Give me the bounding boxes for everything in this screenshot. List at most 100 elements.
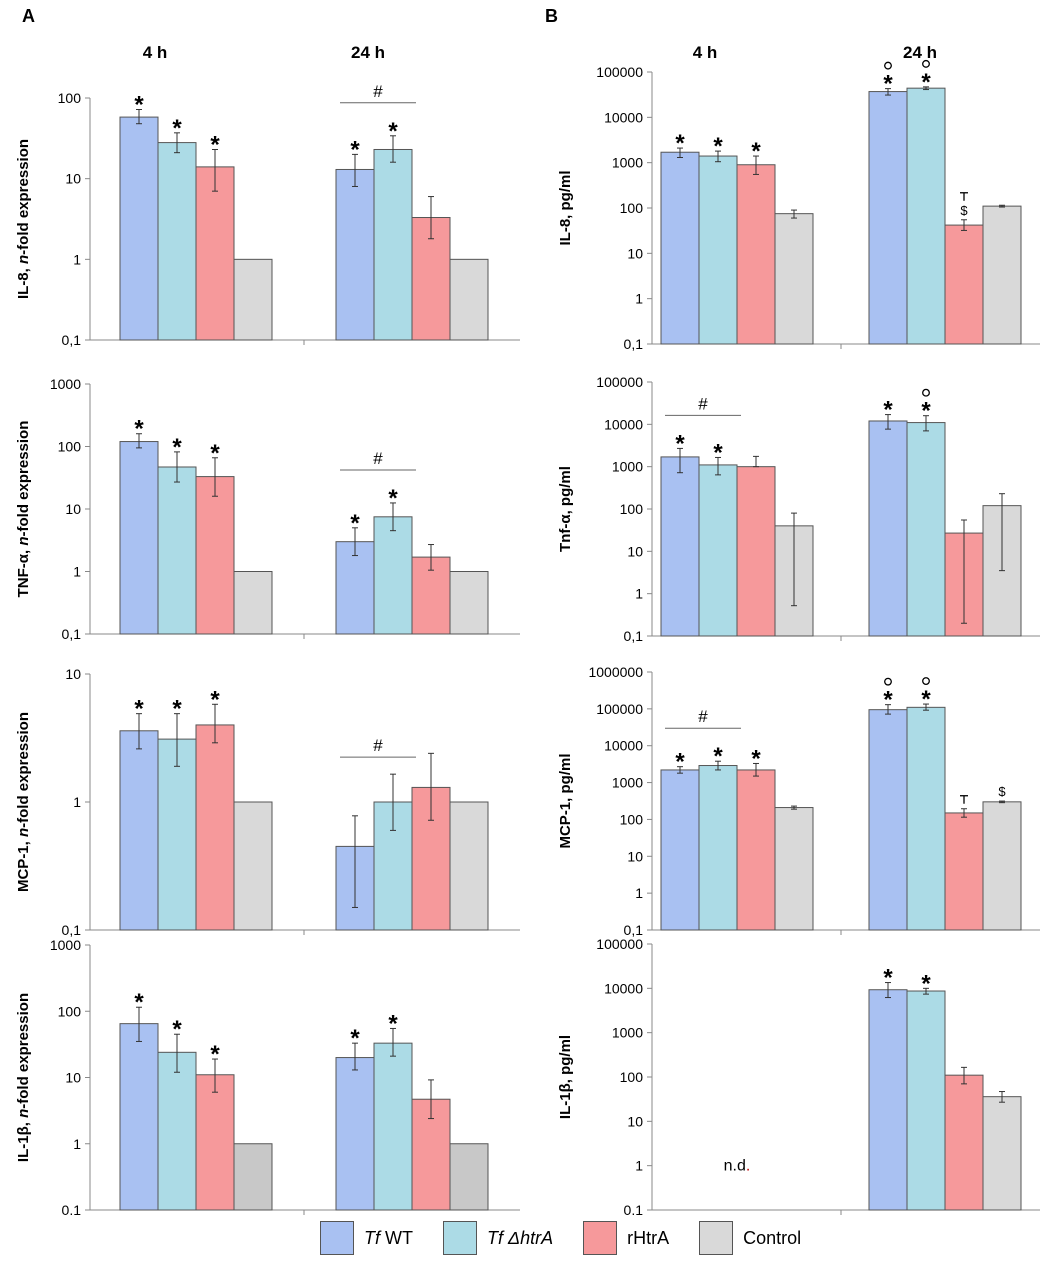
hash-mark: # bbox=[698, 394, 708, 413]
bar bbox=[449, 258, 489, 341]
time-header: 24 h bbox=[351, 43, 385, 62]
bar bbox=[335, 1057, 375, 1211]
y-tick-label: 1 bbox=[73, 251, 81, 267]
bar bbox=[774, 213, 814, 345]
y-tick-label: 1000 bbox=[612, 1025, 643, 1041]
significance-star: * bbox=[921, 398, 931, 425]
bar bbox=[157, 738, 197, 931]
chart-A3: 0,1 1 10 MCP-1, n-fold expression * * * # bbox=[15, 666, 520, 938]
significance-star: * bbox=[134, 989, 144, 1016]
y-tick-label: 100000 bbox=[596, 374, 643, 390]
y-tick-label: 10000 bbox=[604, 109, 643, 125]
y-tick-label: 0,1 bbox=[62, 626, 82, 642]
y-tick-label: 100000 bbox=[596, 64, 643, 80]
bar bbox=[157, 466, 197, 635]
bar bbox=[982, 205, 1022, 345]
legend-item-control: Control bbox=[699, 1221, 801, 1255]
significance-star: * bbox=[350, 136, 360, 163]
y-axis-label: IL-1β, pg/ml bbox=[557, 1035, 574, 1119]
bar bbox=[157, 1051, 197, 1211]
y-axis-label: IL-1β, n-fold expression bbox=[15, 993, 32, 1162]
y-tick-label: 1 bbox=[73, 794, 81, 810]
significance-circle bbox=[922, 59, 930, 68]
legend: Tf WT Tf ΔhtrA rHtrA Control bbox=[320, 1218, 1040, 1258]
bar bbox=[373, 148, 413, 341]
significance-star: * bbox=[388, 118, 398, 145]
bar bbox=[119, 730, 159, 931]
y-tick-label: 10 bbox=[627, 1113, 643, 1129]
bar bbox=[982, 1096, 1022, 1211]
chart-B4: 0,1 1 10 100 1000 10000 100000 IL-1β, pg/ml n.d.… bbox=[557, 936, 1040, 1215]
y-tick-label: 0,1 bbox=[62, 1202, 82, 1215]
y-tick-label: 1 bbox=[635, 885, 643, 901]
bar bbox=[233, 571, 273, 635]
bar bbox=[449, 801, 489, 931]
bar bbox=[868, 989, 908, 1211]
legend-label-rhtra: rHtrA bbox=[627, 1227, 670, 1248]
legend-swatch-wt bbox=[320, 1221, 354, 1255]
significance-dollar: $ bbox=[998, 784, 1006, 799]
significance-star: * bbox=[172, 1016, 182, 1043]
bar bbox=[868, 91, 908, 345]
y-tick-label: 100 bbox=[620, 811, 644, 827]
y-tick-label: 10 bbox=[627, 245, 643, 261]
significance-star: * bbox=[883, 965, 893, 992]
y-tick-label: 0,1 bbox=[62, 922, 82, 938]
y-tick-label: 1000 bbox=[50, 376, 81, 392]
chart-B2: 0,1 1 10 100 1000 10000 100000 Tnf-α, pg/ml * * # *… bbox=[557, 374, 1040, 644]
significance-star: * bbox=[883, 71, 893, 98]
significance-star: * bbox=[921, 970, 931, 997]
y-tick-label: 10000 bbox=[604, 416, 643, 432]
bar bbox=[373, 1042, 413, 1211]
chart-A1: 0,1 1 10 100 IL-8, n-fold expression * * * * * # bbox=[15, 82, 520, 348]
bar bbox=[774, 807, 814, 931]
bar bbox=[944, 1074, 984, 1211]
y-tick-label: 100000 bbox=[596, 936, 643, 952]
significance-star: * bbox=[172, 115, 182, 142]
y-axis-label: MCP-1, pg/ml bbox=[557, 753, 574, 848]
y-tick-label: 1 bbox=[635, 1158, 643, 1174]
y-tick-label: 10 bbox=[627, 543, 643, 559]
y-tick-label: 0,1 bbox=[624, 628, 644, 644]
bar bbox=[119, 116, 159, 341]
hash-mark: # bbox=[373, 449, 383, 468]
bar bbox=[736, 769, 776, 931]
bar bbox=[449, 571, 489, 635]
significance-dollar: $ bbox=[960, 203, 968, 218]
y-tick-label: 1 bbox=[635, 291, 643, 307]
significance-star: * bbox=[751, 138, 761, 165]
significance-circle bbox=[922, 388, 930, 397]
bar bbox=[660, 151, 700, 345]
bar bbox=[736, 164, 776, 345]
y-tick-label: 100 bbox=[58, 439, 82, 455]
bar bbox=[944, 812, 984, 931]
bar bbox=[660, 456, 700, 637]
not-determined-label: n.d. bbox=[724, 1158, 751, 1175]
panel-label-b: B bbox=[545, 6, 558, 26]
y-tick-label: 10000 bbox=[604, 980, 643, 996]
y-tick-label: 10000 bbox=[604, 738, 643, 754]
legend-item-htra-mutant: Tf ΔhtrA bbox=[443, 1221, 553, 1255]
hash-mark: # bbox=[373, 82, 383, 101]
bar bbox=[373, 516, 413, 635]
significance-star: * bbox=[713, 439, 723, 466]
significance-star: * bbox=[675, 749, 685, 776]
legend-swatch-control bbox=[699, 1221, 734, 1255]
y-tick-label: 1000000 bbox=[588, 664, 643, 680]
y-tick-label: 1000 bbox=[612, 775, 643, 791]
significance-star: * bbox=[350, 1025, 360, 1052]
bar bbox=[195, 724, 235, 931]
bar bbox=[868, 709, 908, 931]
bar bbox=[906, 87, 946, 345]
y-tick-label: 10 bbox=[65, 171, 81, 187]
bar bbox=[906, 422, 946, 637]
significance-star: * bbox=[713, 133, 723, 160]
y-tick-label: 1 bbox=[73, 564, 81, 580]
y-tick-label: 100 bbox=[620, 501, 644, 517]
significance-circle bbox=[884, 61, 892, 70]
significance-star: * bbox=[675, 430, 685, 457]
time-header: 24 h bbox=[903, 43, 937, 62]
y-tick-label: 1000 bbox=[612, 459, 643, 475]
significance-star: * bbox=[883, 397, 893, 424]
y-tick-label: 0,1 bbox=[624, 336, 644, 352]
